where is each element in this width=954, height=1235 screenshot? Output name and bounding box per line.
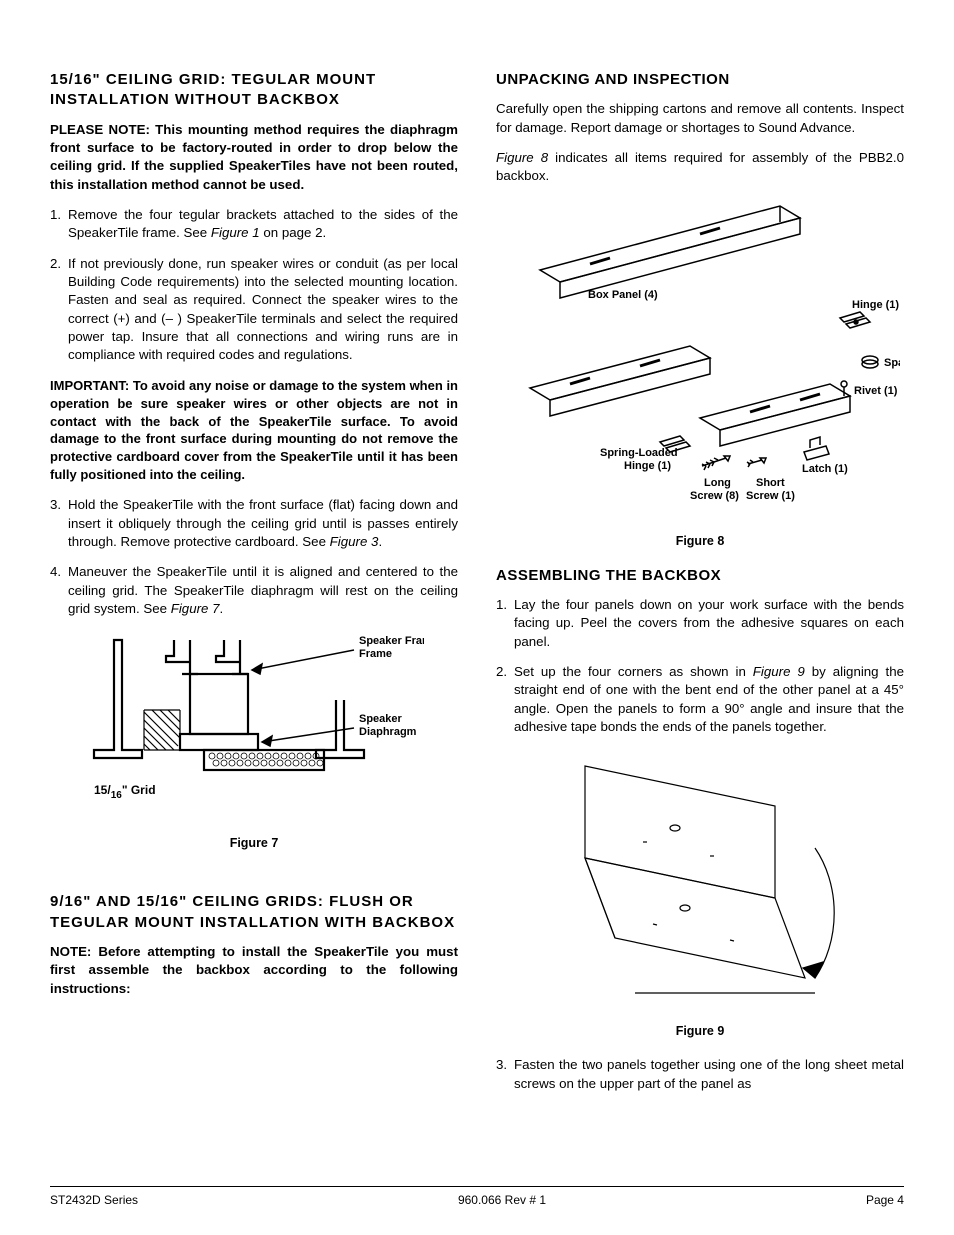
- figure-ref: Figure 8: [496, 150, 548, 165]
- step-1: 1. Remove the four tegular brackets atta…: [50, 206, 458, 243]
- step-4: 4. Maneuver the SpeakerTile until it is …: [50, 563, 458, 618]
- heading-tegular-mount: 15/16" CEILING GRID: TEGULAR MOUNT INSTA…: [50, 70, 458, 111]
- figure-ref: Figure 9: [753, 664, 805, 679]
- note-assemble-first: NOTE: Before attempting to install the S…: [50, 943, 458, 998]
- step-number: 3.: [50, 496, 68, 551]
- figure-8-caption: Figure 8: [676, 534, 725, 548]
- figure-7-svg: Speaker Frame Frame Speaker Diaphragm 15…: [84, 630, 424, 830]
- label-latch: Latch (1): [802, 463, 848, 475]
- text-part: Hold the SpeakerTile with the front surf…: [68, 497, 458, 549]
- text-part: .: [220, 601, 224, 616]
- important-note: IMPORTANT: To avoid any noise or damage …: [50, 377, 458, 485]
- label-rivet: Rivet (1): [854, 385, 898, 397]
- assemble-step-2: 2. Set up the four corners as shown in F…: [496, 663, 904, 736]
- step-number: 2.: [50, 255, 68, 365]
- step-number: 3.: [496, 1056, 514, 1093]
- label-speaker-diaphragm: Speaker Diaphragm: [359, 713, 417, 738]
- text-part: on page 2.: [260, 225, 327, 240]
- label-hinge: Hinge (1): [852, 299, 899, 311]
- page-footer: ST2432D Series 960.066 Rev # 1 Page 4: [50, 1186, 904, 1207]
- label-speaker-frame: Speaker Frame Frame: [359, 635, 424, 660]
- figure-7-caption: Figure 7: [230, 836, 279, 850]
- step-text: If not previously done, run speaker wire…: [68, 255, 458, 365]
- footer-left: ST2432D Series: [50, 1193, 138, 1207]
- label-short-screw: Short Screw (1): [746, 477, 795, 502]
- figure-ref: Figure 3: [330, 534, 379, 549]
- step-number: 1.: [50, 206, 68, 243]
- figure-ref: Figure 1: [211, 225, 260, 240]
- heading-unpacking: UNPACKING AND INSPECTION: [496, 70, 904, 90]
- label-spacer: Spacer (4): [884, 357, 900, 369]
- figure-7: Speaker Frame Frame Speaker Diaphragm 15…: [50, 630, 458, 850]
- figure-8-svg: Box Panel (4) Hinge (1) Spacer (4) Rivet…: [500, 198, 900, 528]
- label-grid: 15/16" Grid: [94, 783, 156, 801]
- figure-9-svg: [535, 748, 865, 1018]
- footer-right: Page 4: [866, 1193, 904, 1207]
- text-part: Maneuver the SpeakerTile until it is ali…: [68, 564, 458, 616]
- assemble-step-1: 1. Lay the four panels down on your work…: [496, 596, 904, 651]
- please-note: PLEASE NOTE: This mounting method requir…: [50, 121, 458, 194]
- step-text: Maneuver the SpeakerTile until it is ali…: [68, 563, 458, 618]
- step-text: Hold the SpeakerTile with the front surf…: [68, 496, 458, 551]
- heading-flush-mount: 9/16" AND 15/16" CEILING GRIDS: FLUSH OR…: [50, 892, 458, 933]
- text-part: indicates all items required for assembl…: [496, 150, 904, 183]
- figure-ref: Figure 7: [171, 601, 220, 616]
- footer-center: 960.066 Rev # 1: [458, 1193, 546, 1207]
- para-fig8-ref: Figure 8 indicates all items required fo…: [496, 149, 904, 186]
- label-box-panel: Box Panel (4): [588, 289, 658, 301]
- heading-assembling: ASSEMBLING THE BACKBOX: [496, 566, 904, 586]
- step-number: 1.: [496, 596, 514, 651]
- figure-8: Box Panel (4) Hinge (1) Spacer (4) Rivet…: [496, 198, 904, 548]
- step-text: Set up the four corners as shown in Figu…: [514, 663, 904, 736]
- step-text: Lay the four panels down on your work su…: [514, 596, 904, 651]
- page-body: 15/16" CEILING GRID: TEGULAR MOUNT INSTA…: [50, 70, 904, 1160]
- text-part: .: [378, 534, 382, 549]
- step-number: 4.: [50, 563, 68, 618]
- figure-9-caption: Figure 9: [676, 1024, 725, 1038]
- assemble-step-3: 3. Fasten the two panels together using …: [496, 1056, 904, 1093]
- figure-9: Figure 9: [496, 748, 904, 1038]
- step-2: 2. If not previously done, run speaker w…: [50, 255, 458, 365]
- para-unpack: Carefully open the shipping cartons and …: [496, 100, 904, 137]
- left-column: 15/16" CEILING GRID: TEGULAR MOUNT INSTA…: [50, 70, 458, 1160]
- label-spring-hinge: Spring-Loaded Hinge (1): [600, 447, 681, 472]
- step-text: Remove the four tegular brackets attache…: [68, 206, 458, 243]
- step-text: Fasten the two panels together using one…: [514, 1056, 904, 1093]
- label-long-screw: Long Screw (8): [690, 477, 739, 502]
- step-3: 3. Hold the SpeakerTile with the front s…: [50, 496, 458, 551]
- step-number: 2.: [496, 663, 514, 736]
- text-part: Set up the four corners as shown in: [514, 664, 753, 679]
- right-column: UNPACKING AND INSPECTION Carefully open …: [496, 70, 904, 1160]
